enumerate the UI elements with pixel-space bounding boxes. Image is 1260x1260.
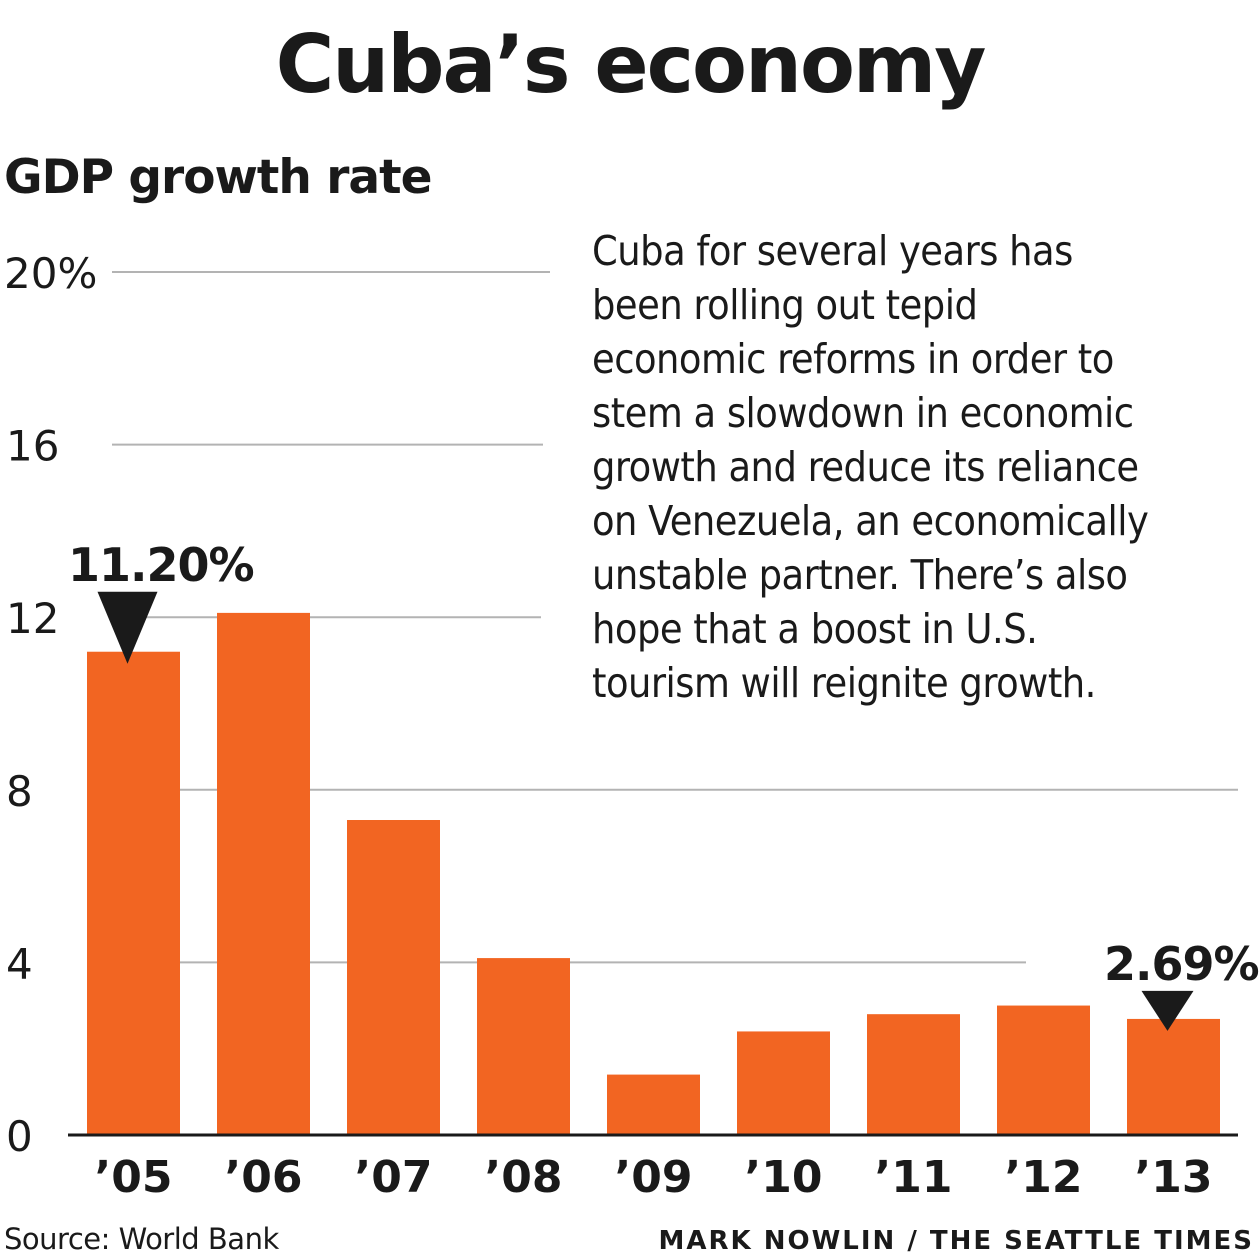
credit-line: MARK NOWLIN / THE SEATTLE TIMES — [658, 1226, 1254, 1256]
data-label: 11.20% — [68, 538, 254, 592]
x-tick-label: ’09 — [615, 1152, 693, 1203]
bar — [477, 958, 570, 1135]
bar — [87, 651, 180, 1135]
x-tick-label: ’12 — [1005, 1152, 1083, 1203]
description-line: unstable partner. There’s also — [592, 551, 1128, 599]
annotation-marker — [97, 591, 158, 664]
y-axis-ticks: 0 4 8 12 16 20% — [4, 249, 97, 1161]
x-tick-label: ’10 — [745, 1152, 823, 1203]
x-tick-label: ’05 — [95, 1152, 173, 1203]
y-tick-label: 12 — [6, 594, 59, 643]
description-line: been rolling out tepid — [592, 281, 978, 329]
y-tick-label: 8 — [6, 767, 33, 816]
data-label: 2.69% — [1104, 937, 1259, 991]
page-title: Cuba’s economy — [275, 18, 987, 111]
bar — [217, 612, 310, 1135]
description-line: Cuba for several years has — [592, 227, 1073, 275]
bar — [737, 1031, 830, 1135]
bar — [867, 1014, 960, 1135]
y-tick-label: 16 — [6, 422, 59, 471]
x-tick-label: ’11 — [875, 1152, 953, 1203]
y-tick-label: 4 — [6, 939, 33, 988]
description-line: economic reforms in order to — [592, 335, 1114, 383]
description-text: Cuba for several years has been rolling o… — [592, 224, 1260, 710]
description-line: on Venezuela, an economically — [592, 497, 1149, 545]
y-tick-label: 0 — [6, 1112, 33, 1161]
x-tick-label: ’06 — [225, 1152, 303, 1203]
x-tick-label: ’07 — [355, 1152, 433, 1203]
description-line: growth and reduce its reliance — [592, 443, 1139, 491]
source-note: Source: World Bank — [4, 1222, 279, 1256]
bar — [997, 1005, 1090, 1135]
description-line: hope that a boost in U.S. — [592, 605, 1038, 653]
y-tick-label: 20% — [4, 249, 97, 298]
chart-subtitle: GDP growth rate — [4, 150, 432, 205]
bars — [87, 612, 1220, 1135]
x-axis-ticks: ’05 ’06 ’07 ’08 ’09 ’10 ’11 ’12 ’13 — [95, 1152, 1213, 1203]
annotations: 11.20% 2.69% — [68, 538, 1260, 1031]
annotation-marker — [1141, 990, 1194, 1031]
bar — [1127, 1018, 1220, 1135]
x-tick-label: ’08 — [485, 1152, 563, 1203]
description-line: stem a slowdown in economic — [592, 389, 1134, 437]
x-tick-label: ’13 — [1135, 1152, 1213, 1203]
bar — [607, 1074, 700, 1135]
bar — [347, 820, 440, 1135]
description-line: tourism will reignite growth. — [592, 659, 1096, 707]
